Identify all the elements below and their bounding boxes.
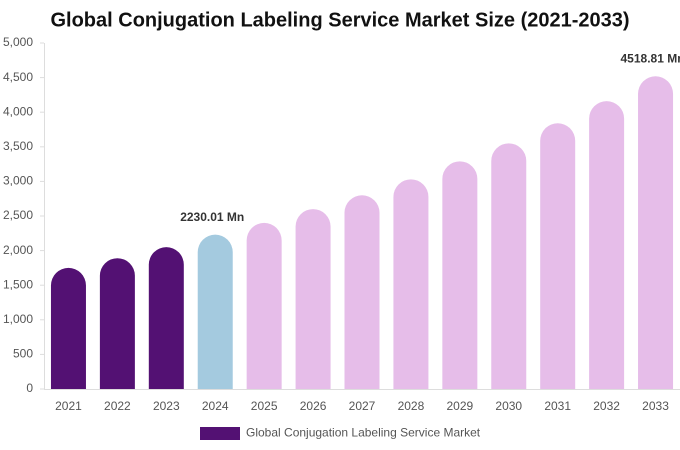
y-tick-label: 2,000: [3, 243, 33, 257]
y-tick-label: 1,000: [3, 312, 33, 326]
x-tick-label: 2030: [495, 399, 522, 413]
y-tick-label: 3,000: [3, 174, 33, 188]
bar: [50, 267, 86, 389]
y-tick-label: 4,500: [3, 70, 33, 84]
x-tick-label: 2024: [202, 399, 229, 413]
x-tick-label: 2021: [55, 399, 82, 413]
x-tick-label: 2027: [349, 399, 376, 413]
y-tick-label: 0: [26, 381, 33, 395]
bar: [344, 195, 380, 389]
x-tick-label: 2031: [544, 399, 571, 413]
y-tick-label: 4,000: [3, 104, 33, 118]
bar: [442, 161, 478, 389]
x-tick-label: 2022: [104, 399, 131, 413]
bar: [295, 209, 331, 389]
bar: [99, 258, 135, 389]
bar: [197, 234, 233, 389]
y-tick-label: 1,500: [3, 277, 33, 291]
bar: [246, 222, 282, 389]
x-tick-label: 2023: [153, 399, 180, 413]
legend-label: Global Conjugation Labeling Service Mark…: [246, 426, 481, 440]
x-tick-label: 2029: [446, 399, 473, 413]
y-tick-label: 500: [13, 347, 33, 361]
y-tick-label: 3,500: [3, 139, 33, 153]
bar: [638, 76, 674, 390]
value-label: 4518.81 Mn: [621, 51, 680, 65]
y-tick-label: 5,000: [3, 35, 33, 49]
bar: [540, 123, 576, 389]
value-label: 2230.01 Mn: [180, 210, 244, 224]
x-tick-label: 2026: [300, 399, 327, 413]
bar: [589, 101, 625, 390]
x-tick-label: 2033: [642, 399, 669, 413]
y-tick-label: 2,500: [3, 208, 33, 222]
x-tick-label: 2032: [593, 399, 620, 413]
bar: [393, 179, 429, 389]
x-tick-label: 2028: [398, 399, 425, 413]
bar: [491, 143, 527, 389]
x-tick-label: 2025: [251, 399, 278, 413]
legend-swatch: [200, 427, 240, 440]
chart-title: Global Conjugation Labeling Service Mark…: [50, 9, 629, 31]
bar: [148, 247, 184, 389]
